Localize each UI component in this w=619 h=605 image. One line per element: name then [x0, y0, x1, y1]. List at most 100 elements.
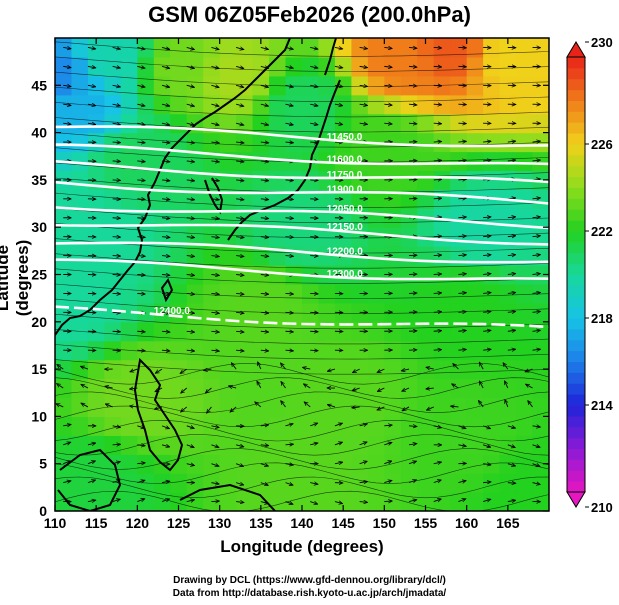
- field-cell: [417, 189, 435, 209]
- wind-arrow: [186, 445, 195, 448]
- field-cell: [417, 283, 435, 304]
- wind-arrow: [236, 104, 244, 106]
- wind-arrow: [433, 350, 442, 351]
- field-cell: [236, 454, 254, 474]
- field-cell: [318, 416, 336, 436]
- wind-arrow: [359, 47, 368, 48]
- field-cell: [71, 265, 89, 285]
- colorbar-segment: [567, 154, 585, 167]
- wind-arrow: [453, 363, 459, 370]
- wind-arrow: [112, 218, 121, 219]
- field-cell: [120, 56, 138, 77]
- wind-arrow: [433, 104, 442, 105]
- wind-arrow: [458, 349, 466, 350]
- wind-arrow: [532, 217, 541, 218]
- wind-arrow: [285, 104, 294, 106]
- field-cell: [170, 94, 188, 115]
- field-cell: [433, 473, 451, 493]
- colorbar-segment: [567, 165, 585, 178]
- streamline: [55, 329, 549, 345]
- field-cell: [417, 113, 435, 134]
- credit-data: Data from http://database.rish.kyoto-u.a…: [172, 588, 447, 599]
- wind-arrow: [532, 292, 541, 293]
- wind-arrow: [526, 384, 533, 389]
- field-cell: [186, 473, 204, 493]
- wind-arrow: [211, 350, 219, 351]
- wind-arrow: [211, 445, 219, 448]
- chart-title: GSM 06Z05Feb2026 (200.0hPa): [148, 2, 471, 27]
- field-cell: [269, 397, 287, 417]
- field-cell: [417, 340, 435, 361]
- field-cell: [87, 265, 105, 285]
- wind-arrow: [186, 123, 195, 125]
- wind-arrow: [310, 256, 318, 257]
- field-cell: [450, 397, 468, 417]
- wind-arrow: [137, 199, 145, 200]
- field-cell: [219, 435, 237, 455]
- field-cell: [532, 151, 549, 172]
- field-cell: [170, 283, 188, 304]
- field-cell: [516, 208, 534, 228]
- wind-arrow: [211, 312, 219, 313]
- wind-arrow: [260, 85, 269, 87]
- field-cell: [318, 473, 336, 493]
- field-cell: [367, 227, 385, 247]
- field-cell: [499, 359, 517, 380]
- wind-arrow: [63, 85, 71, 86]
- field-cell: [318, 397, 336, 417]
- coastline-sakhalin: [324, 38, 337, 76]
- field-cell: [466, 132, 484, 153]
- streamline: [55, 434, 549, 456]
- colorbar-segment: [567, 209, 585, 221]
- wind-arrow: [359, 66, 368, 67]
- wind-arrow: [112, 499, 121, 501]
- field-cell: [466, 56, 484, 77]
- field-cell: [219, 283, 237, 304]
- field-cell: [219, 246, 237, 266]
- wind-arrow: [532, 141, 541, 142]
- wind-arrow: [236, 312, 244, 313]
- wind-arrow: [532, 464, 541, 467]
- wind-arrow: [260, 66, 269, 68]
- field-cell: [87, 454, 105, 474]
- field-cell: [334, 189, 352, 209]
- y-tick-label: 20: [31, 314, 47, 330]
- wind-arrow: [186, 426, 195, 429]
- field-cell: [302, 397, 320, 417]
- contour-label: 12150.0: [327, 222, 364, 233]
- field-cell: [516, 38, 534, 58]
- wind-arrow: [532, 483, 541, 485]
- field-cell: [269, 208, 287, 228]
- wind-arrow: [260, 293, 269, 294]
- wind-arrow: [81, 384, 89, 389]
- wind-arrow: [310, 104, 318, 106]
- field-cell: [269, 113, 287, 134]
- wind-arrow: [483, 141, 491, 142]
- wind-arrow: [211, 426, 219, 428]
- x-tick-label: 135: [249, 515, 273, 531]
- colorbar-tick-label: 214: [591, 398, 613, 413]
- wind-arrow: [352, 368, 360, 374]
- wind-arrow: [87, 85, 96, 86]
- wind-arrow: [408, 461, 417, 464]
- wind-arrow: [285, 293, 294, 294]
- wind-arrow: [285, 464, 294, 465]
- x-tick-label: 160: [455, 515, 479, 531]
- y-tick-label: 45: [31, 77, 47, 93]
- wind-arrow: [112, 293, 121, 294]
- wind-arrow: [359, 424, 368, 426]
- wind-arrow: [532, 311, 541, 312]
- field-cell: [516, 283, 534, 304]
- field-cell: [219, 75, 237, 96]
- wind-arrow: [458, 445, 466, 447]
- field-cell: [384, 435, 402, 455]
- wind-arrow: [285, 350, 294, 351]
- field-cell: [219, 359, 237, 380]
- field-cell: [219, 132, 237, 153]
- wind-arrow: [408, 444, 417, 445]
- wind-arrow: [186, 464, 195, 466]
- field-cell: [367, 359, 385, 380]
- wind-arrow: [63, 123, 71, 124]
- field-cell: [483, 302, 501, 323]
- wind-arrow: [155, 387, 163, 392]
